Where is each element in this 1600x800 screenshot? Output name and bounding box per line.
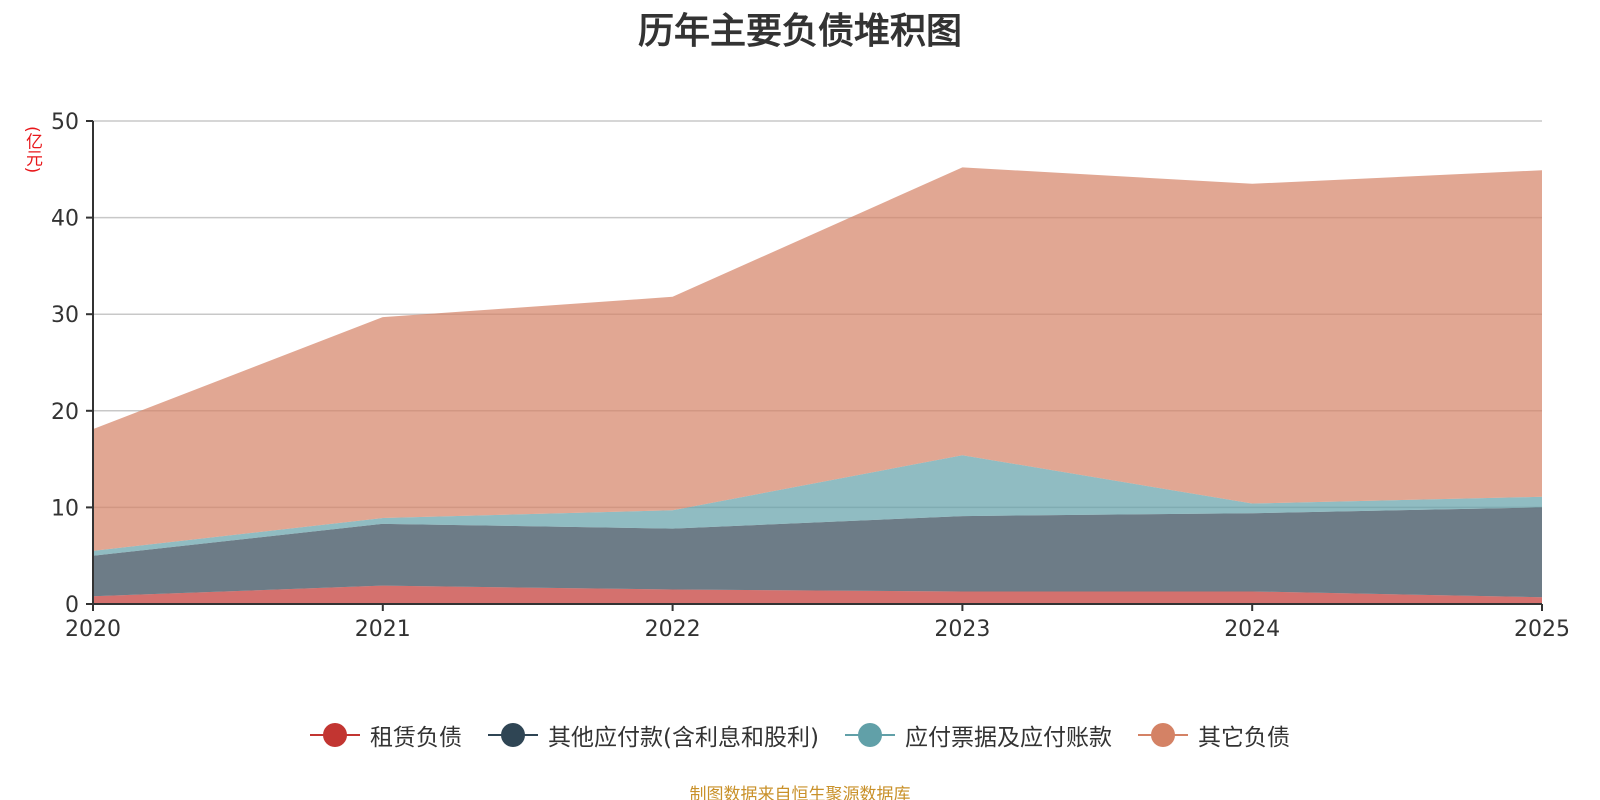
legend: 租赁负债 其他应付款(含利息和股利) 应付票据及应付账款 其它负债 — [0, 718, 1600, 752]
x-tick-label: 2021 — [355, 617, 411, 642]
legend-dot — [1150, 723, 1175, 747]
legend-item-other-payables[interactable]: 其他应付款(含利息和股利) — [488, 718, 819, 752]
area-series-3 — [93, 167, 1542, 551]
x-tick-label: 2022 — [645, 617, 701, 642]
x-tick-label: 2025 — [1514, 617, 1570, 642]
y-axis-unit-label: (亿元) — [22, 126, 42, 174]
area-series-2 — [93, 455, 1542, 556]
legend-label: 其他应付款(含利息和股利) — [548, 725, 819, 751]
y-tick-label: 10 — [51, 496, 79, 521]
legend-label: 租赁负债 — [370, 725, 463, 751]
chart-title: 历年主要负债堆积图 — [637, 11, 962, 52]
legend-dot — [323, 723, 348, 747]
legend-item-lease-liabilities[interactable]: 租赁负债 — [310, 718, 462, 752]
y-tick-label: 30 — [51, 303, 79, 328]
y-tick-label: 20 — [51, 400, 79, 425]
legend-symbol-icon — [844, 722, 895, 748]
x-tick-label: 2024 — [1224, 617, 1280, 642]
y-tick-label: 40 — [51, 207, 79, 232]
area-layer — [93, 167, 1542, 604]
axis-layer: 0 10 20 30 40 50 2020 2021 2022 2023 2024 2025 — [51, 110, 1570, 642]
legend-label: 其它负债 — [1197, 725, 1290, 751]
source-note: 制图数据来自恒生聚源数据库 — [689, 785, 911, 800]
legend-label: 应付票据及应付账款 — [904, 725, 1112, 751]
x-tick-label: 2020 — [65, 617, 121, 642]
y-tick-label: 0 — [65, 593, 79, 618]
legend-dot — [501, 723, 526, 747]
y-tick-label: 50 — [51, 110, 79, 135]
x-tick-label: 2023 — [934, 617, 990, 642]
area-series-0 — [93, 585, 1542, 604]
legend-symbol-icon — [1137, 722, 1188, 748]
legend-symbol-icon — [488, 722, 539, 748]
area-series-1 — [93, 507, 1542, 598]
legend-symbol-icon — [310, 722, 361, 748]
legend-dot — [857, 723, 882, 747]
legend-item-notes-accounts-payable[interactable]: 应付票据及应付账款 — [844, 718, 1112, 752]
legend-item-other-liabilities[interactable]: 其它负债 — [1137, 718, 1290, 752]
